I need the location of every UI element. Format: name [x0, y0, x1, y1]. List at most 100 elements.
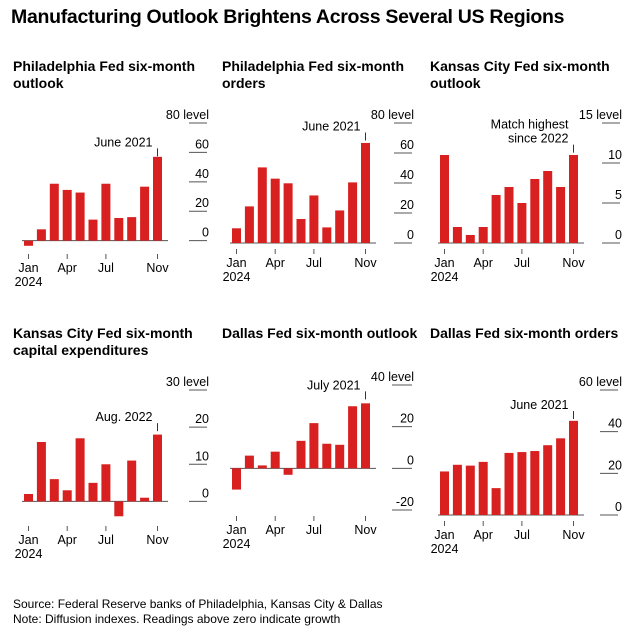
annotation-label: June 2021 — [302, 120, 360, 134]
bar — [257, 465, 267, 469]
bar — [335, 444, 345, 469]
bar — [491, 195, 501, 243]
y-tick-label: 40 — [608, 417, 622, 431]
chart-panel-kc-capex: Kansas City Fed six-month capital expend… — [13, 325, 218, 565]
bar — [283, 183, 293, 243]
bar — [75, 438, 85, 502]
annotation-label: July 2021 — [307, 378, 361, 392]
bar — [101, 464, 111, 502]
x-tick-label: Jul — [98, 261, 114, 275]
bar — [270, 451, 280, 469]
bar — [517, 452, 527, 515]
chart-title: Philadelphia Fed six-month orders — [222, 58, 405, 91]
chart-title: Philadelphia Fed six-month outlook — [13, 58, 196, 91]
y-tick-label: 60 level — [579, 375, 622, 389]
bar — [114, 218, 124, 241]
bar — [62, 490, 72, 502]
y-tick-label: 80 level — [166, 108, 209, 122]
chart-title: Kansas City Fed six-month outlook — [430, 58, 610, 91]
annotation-label: since 2022 — [508, 132, 569, 146]
y-tick-label: 0 — [615, 228, 622, 242]
x-tick-label: Jan — [18, 261, 38, 275]
bar — [270, 178, 280, 243]
bar — [153, 434, 162, 502]
x-tick-label: Jul — [306, 256, 322, 270]
bar — [361, 142, 370, 243]
x-tick-label: Jul — [98, 533, 114, 547]
chart-title: Dallas Fed six-month outlook — [222, 325, 418, 341]
x-tick-label: Jan — [226, 523, 246, 537]
y-tick-label: 10 — [195, 449, 209, 463]
y-tick-label: 0 — [407, 228, 414, 242]
bar — [478, 227, 488, 243]
bar — [452, 227, 462, 243]
bar — [88, 482, 98, 502]
bar — [569, 420, 578, 515]
bar — [478, 461, 488, 515]
bar — [244, 455, 254, 469]
y-tick-label: 40 — [195, 167, 209, 181]
bar — [348, 182, 358, 243]
main-title: Manufacturing Outlook Brightens Across S… — [11, 6, 565, 28]
x-tick-sublabel: 2024 — [223, 537, 251, 551]
bar — [24, 240, 33, 246]
bar — [569, 155, 578, 243]
bar — [283, 468, 293, 475]
y-tick-label: 20 — [608, 458, 622, 472]
bar — [232, 468, 241, 490]
x-tick-sublabel: 2024 — [431, 542, 459, 556]
y-tick-label: 80 level — [371, 108, 414, 122]
x-tick-label: Nov — [146, 261, 169, 275]
bar — [530, 179, 540, 243]
x-tick-sublabel: 2024 — [15, 275, 43, 289]
bar — [452, 464, 462, 515]
chart-title: Kansas City Fed six-month capital expend… — [13, 325, 193, 358]
bar — [257, 167, 267, 243]
x-tick-sublabel: 2024 — [223, 270, 251, 284]
x-tick-label: Jan — [18, 533, 38, 547]
x-tick-label: Apr — [57, 261, 76, 275]
bar — [75, 192, 85, 241]
bar — [309, 423, 319, 469]
chart-panel-kc-outlook: Kansas City Fed six-month outlook 0 5 10 15… — [430, 58, 629, 298]
bar — [335, 210, 345, 243]
x-tick-sublabel: 2024 — [431, 270, 459, 284]
bar — [465, 465, 475, 515]
chart-panel-dallas-orders: Dallas Fed six-month orders 0 20 40 60 leve… — [430, 325, 629, 565]
x-tick-label: Nov — [146, 533, 169, 547]
bar — [322, 227, 332, 243]
annotation-label: Match highest — [491, 118, 569, 132]
x-tick-label: Jan — [434, 256, 454, 270]
bar — [504, 187, 514, 243]
y-tick-label: 0 — [202, 226, 209, 240]
bar — [153, 156, 162, 241]
bar — [322, 443, 332, 469]
bar — [361, 403, 370, 469]
y-tick-label: 40 level — [371, 370, 414, 384]
bar — [244, 206, 254, 243]
x-tick-label: Nov — [354, 256, 377, 270]
y-tick-label: 5 — [615, 188, 622, 202]
bar — [556, 438, 566, 515]
bar — [114, 501, 124, 517]
chart-panel-dallas-outlook: Dallas Fed six-month outlook -20 0 20 40 le… — [222, 325, 427, 565]
y-tick-label: 10 — [608, 148, 622, 162]
x-tick-label: Jul — [514, 528, 530, 542]
x-tick-label: Nov — [562, 528, 585, 542]
x-tick-label: Jan — [226, 256, 246, 270]
annotation-label: June 2021 — [94, 135, 152, 149]
x-tick-label: Jul — [514, 256, 530, 270]
bar — [24, 494, 33, 502]
y-tick-label: 0 — [615, 500, 622, 514]
y-tick-label: 60 — [400, 138, 414, 152]
y-tick-label: 20 — [400, 412, 414, 426]
bar — [543, 445, 553, 515]
y-tick-label: 20 — [195, 412, 209, 426]
bar — [296, 219, 306, 243]
x-tick-label: Apr — [265, 523, 284, 537]
